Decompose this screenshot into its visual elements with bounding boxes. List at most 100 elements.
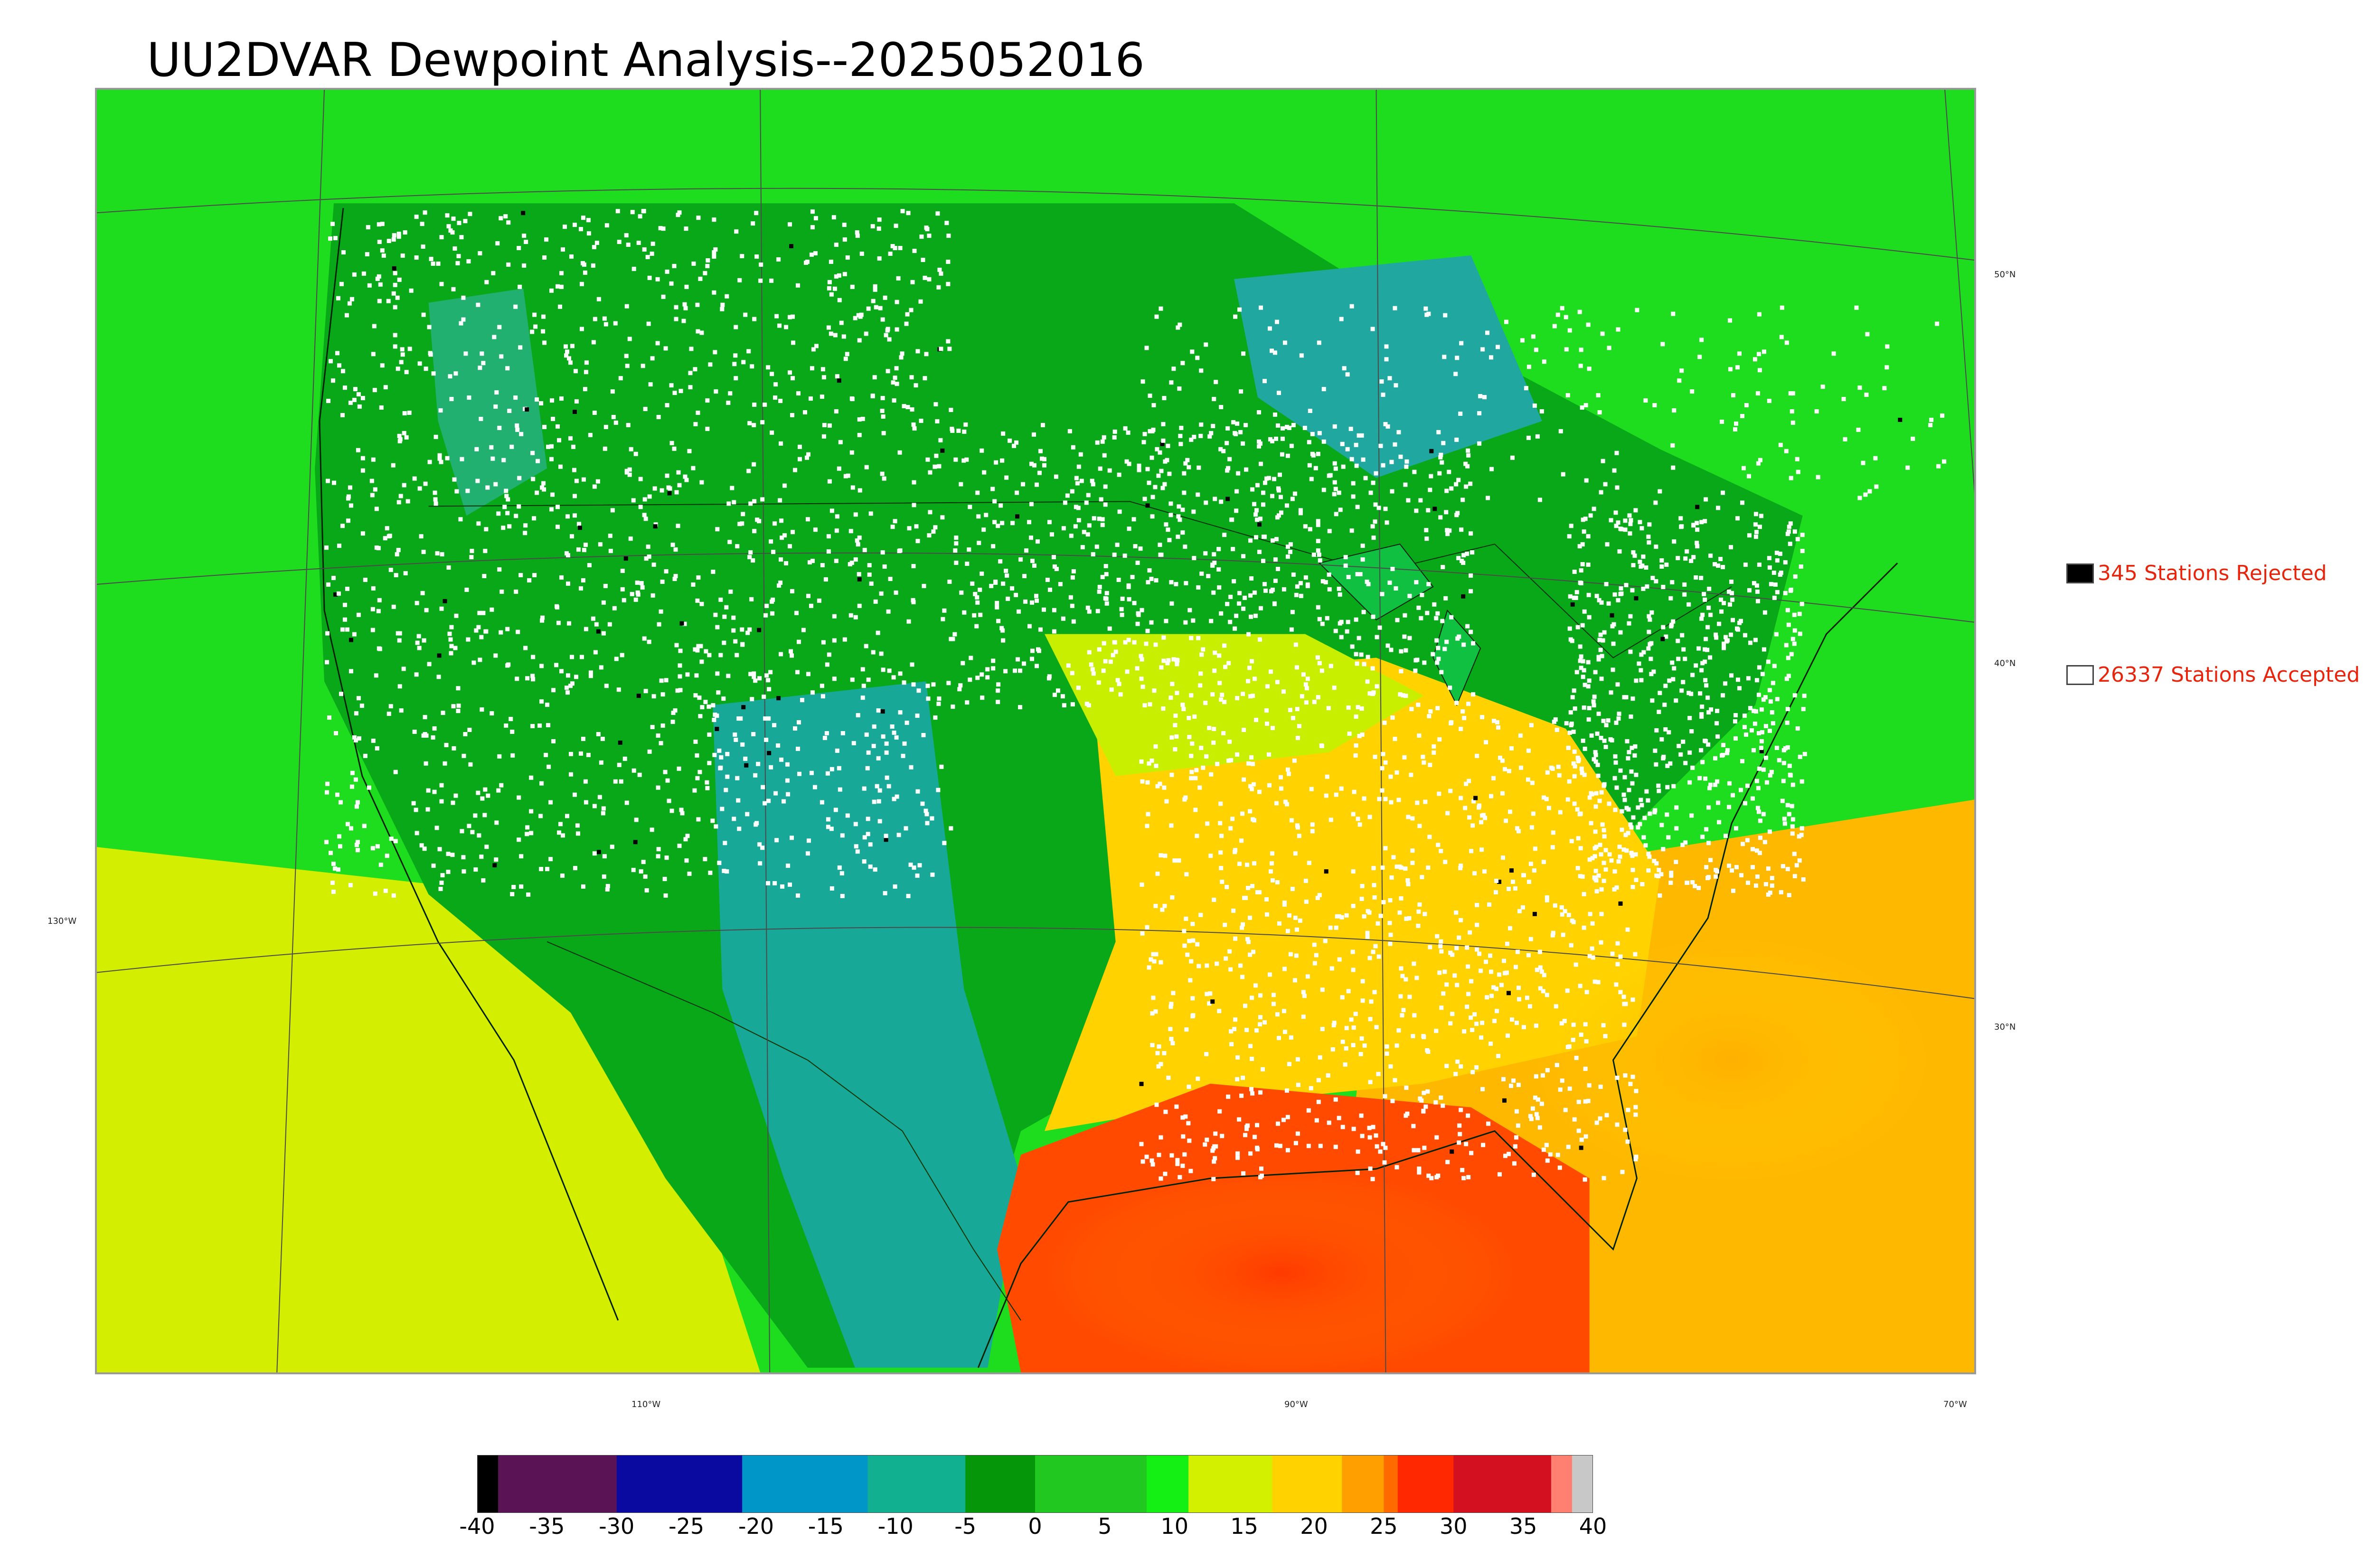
station-marker — [573, 369, 578, 374]
station-marker — [1416, 909, 1421, 914]
station-marker — [1161, 658, 1166, 663]
station-marker — [1928, 423, 1933, 427]
station-marker — [1295, 1131, 1300, 1136]
station-marker — [592, 851, 597, 856]
station-marker — [1146, 812, 1150, 817]
station-marker — [353, 387, 358, 392]
station-marker — [1264, 897, 1269, 901]
station-marker — [1047, 520, 1052, 525]
station-marker — [544, 752, 548, 757]
station-marker — [1611, 667, 1615, 672]
station-marker — [1257, 789, 1262, 794]
station-marker — [1380, 865, 1385, 870]
station-marker — [1596, 393, 1601, 398]
station-marker — [477, 610, 482, 615]
station-marker — [1237, 601, 1242, 606]
station-marker — [397, 638, 402, 643]
station-marker — [1291, 572, 1296, 577]
station-marker — [1557, 773, 1562, 778]
station-marker — [1575, 755, 1580, 760]
station-marker — [494, 820, 499, 825]
station-marker — [910, 407, 914, 412]
station-marker — [374, 673, 378, 678]
station-marker — [564, 344, 568, 349]
station-marker — [1607, 346, 1611, 350]
station-marker — [999, 503, 1003, 508]
station-marker — [1354, 652, 1358, 657]
station-marker — [637, 772, 642, 777]
station-marker — [1211, 590, 1216, 595]
station-marker — [1554, 728, 1559, 732]
station-marker — [698, 644, 703, 648]
station-marker — [603, 322, 608, 327]
station-marker — [1179, 425, 1184, 430]
station-marker — [912, 865, 916, 870]
station-marker — [1513, 886, 1517, 891]
station-marker — [1189, 753, 1194, 758]
station-marker — [1496, 345, 1500, 349]
station-marker — [892, 731, 896, 735]
station-marker — [1161, 438, 1166, 443]
station-marker — [877, 256, 882, 261]
station-marker — [1268, 972, 1272, 977]
station-marker — [1233, 626, 1237, 631]
station-marker — [1755, 599, 1760, 603]
station-marker — [1743, 563, 1748, 567]
station-marker — [369, 479, 374, 483]
station-marker — [1005, 573, 1009, 578]
station-marker — [1539, 409, 1544, 413]
station-marker — [741, 512, 745, 516]
station-marker — [634, 817, 639, 822]
station-marker — [1191, 618, 1196, 623]
station-marker — [705, 263, 710, 268]
station-marker — [745, 812, 750, 817]
station-marker — [1267, 476, 1271, 480]
station-marker — [895, 327, 899, 332]
station-marker — [826, 325, 831, 330]
station-marker — [1178, 433, 1183, 438]
station-marker — [1158, 543, 1162, 547]
station-marker — [1180, 703, 1185, 707]
station-marker — [806, 672, 810, 676]
station-marker — [1341, 464, 1346, 469]
station-marker — [1218, 821, 1223, 826]
station-marker — [1792, 693, 1797, 698]
station-marker — [1411, 1034, 1415, 1039]
station-marker — [1699, 338, 1704, 342]
station-marker — [1257, 522, 1262, 527]
station-marker — [1705, 648, 1710, 652]
station-marker — [677, 483, 682, 488]
station-marker — [347, 301, 352, 306]
station-marker — [551, 739, 556, 743]
station-marker — [399, 708, 404, 713]
station-marker — [383, 889, 388, 893]
station-marker — [391, 893, 396, 898]
station-marker — [324, 545, 329, 550]
station-marker — [1270, 587, 1275, 592]
station-marker — [845, 352, 849, 357]
station-marker — [1467, 779, 1471, 783]
station-marker — [1035, 664, 1039, 668]
station-marker — [371, 457, 376, 462]
station-marker — [757, 676, 762, 681]
station-marker — [1689, 729, 1694, 733]
station-marker — [1600, 331, 1605, 336]
station-marker — [1633, 1112, 1638, 1117]
station-marker — [1087, 650, 1092, 655]
station-marker — [1189, 959, 1194, 964]
station-marker — [730, 486, 735, 490]
station-marker — [556, 525, 560, 529]
station-marker — [1370, 1177, 1375, 1182]
station-marker — [1573, 595, 1578, 600]
station-marker — [1151, 952, 1156, 957]
station-marker — [1452, 973, 1457, 978]
station-marker — [1233, 850, 1237, 854]
station-marker — [912, 503, 916, 507]
station-marker — [1373, 754, 1377, 759]
station-marker — [1469, 531, 1473, 536]
colorbar-segment — [1551, 1455, 1573, 1513]
station-marker — [537, 723, 542, 728]
station-marker — [1854, 305, 1859, 310]
station-marker — [1350, 949, 1355, 954]
station-marker — [1771, 721, 1775, 726]
